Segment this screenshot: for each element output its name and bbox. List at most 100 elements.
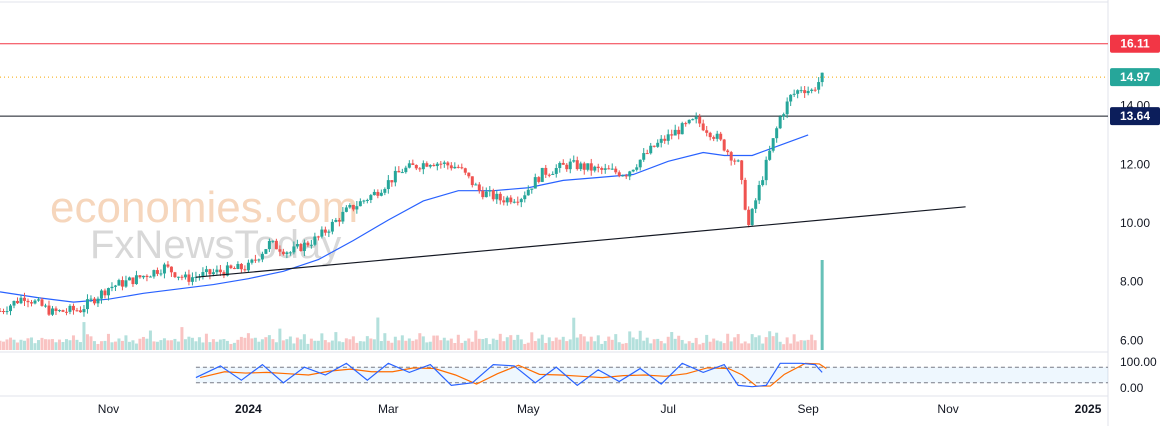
candle-body: [260, 253, 264, 260]
volume-bar: [691, 342, 695, 350]
candle-body: [792, 93, 796, 95]
volume-bar: [544, 342, 548, 350]
candle-body: [162, 264, 166, 274]
candle-body: [390, 180, 394, 183]
volume-bar: [166, 340, 170, 350]
candle-body: [621, 175, 625, 177]
candle-body: [236, 263, 240, 269]
candle-body: [684, 123, 688, 125]
volume-bar: [264, 337, 268, 350]
candle-body: [705, 130, 709, 133]
candle-body: [540, 167, 544, 182]
candle-body: [603, 168, 607, 170]
candle-body: [64, 311, 68, 313]
candle-body: [701, 123, 705, 131]
candle-body: [663, 138, 667, 141]
candle-body: [306, 242, 310, 246]
x-tick-label: Nov: [98, 402, 119, 416]
volume-bar: [533, 341, 537, 350]
volume-bar: [621, 343, 625, 350]
candle-body: [369, 195, 373, 200]
candle-body: [778, 116, 782, 129]
volume-bar: [442, 337, 446, 350]
candle-body: [442, 162, 446, 164]
candle-body: [264, 249, 268, 254]
volume-bar: [617, 342, 621, 350]
candle-body: [194, 276, 198, 278]
candle-body: [82, 309, 86, 313]
candle-body: [117, 280, 121, 286]
volume-bar: [624, 343, 628, 350]
candle-body: [281, 251, 285, 255]
volume-bar: [785, 337, 789, 350]
candle-body: [624, 175, 628, 177]
candle-body: [379, 192, 383, 196]
volume-bar: [428, 341, 432, 350]
candle-body: [351, 205, 355, 210]
candle-body: [50, 308, 54, 315]
candle-body: [173, 272, 177, 278]
candle-body: [376, 191, 380, 196]
candle-body: [176, 276, 180, 278]
candle-body: [561, 162, 565, 165]
volume-bar: [673, 338, 677, 350]
candle-body: [743, 179, 747, 210]
candle-body: [512, 201, 516, 203]
x-tick-label: Mar: [378, 402, 399, 416]
candle-body: [491, 190, 495, 200]
candle-body: [57, 310, 61, 312]
volume-bar: [124, 335, 128, 350]
candle-body: [131, 277, 135, 285]
candle-body: [547, 174, 551, 176]
volume-bar: [404, 340, 408, 350]
candle-body: [246, 262, 250, 271]
volume-bar: [22, 340, 26, 350]
candle-body: [386, 180, 390, 190]
candle-body: [0, 310, 2, 312]
candle-body: [180, 276, 184, 278]
volume-bar: [47, 339, 51, 350]
candle-body: [29, 302, 33, 304]
volume-bar: [575, 337, 579, 350]
candle-body: [323, 229, 327, 233]
volume-bar: [64, 339, 68, 350]
candle-body: [579, 163, 583, 170]
volume-bar: [768, 331, 772, 350]
volume-bar: [176, 341, 180, 350]
candle-body: [628, 171, 632, 177]
candle-body: [813, 89, 817, 91]
candle-body: [190, 277, 194, 282]
volume-bar: [134, 343, 138, 350]
candle-body: [456, 166, 460, 168]
volume-bar: [386, 340, 390, 350]
candle-body: [218, 269, 222, 273]
volume-bar: [432, 335, 436, 350]
volume-bar: [232, 342, 236, 350]
volume-bar: [421, 336, 425, 350]
volume-bar: [638, 330, 642, 350]
volume-bar: [36, 340, 40, 350]
candle-body: [418, 168, 422, 170]
volume-bar: [57, 339, 61, 350]
candle-body: [470, 176, 474, 186]
volume-bar: [589, 336, 593, 350]
volume-bar: [502, 341, 506, 350]
candle-body: [36, 299, 40, 301]
volume-bar: [19, 339, 23, 350]
volume-bar: [796, 341, 800, 350]
volume-bar: [180, 327, 184, 350]
candle-body: [677, 129, 681, 135]
volume-bar: [393, 336, 397, 350]
candle-body: [523, 195, 527, 200]
volume-bar: [579, 334, 583, 350]
volume-bar: [344, 338, 348, 350]
volume-bar: [190, 337, 194, 350]
candle-body: [75, 310, 79, 312]
volume-bar: [257, 341, 261, 350]
volume-bar: [722, 343, 726, 350]
candle-body: [215, 269, 219, 273]
candle-body: [775, 128, 779, 139]
candle-body: [138, 275, 142, 278]
volume-bar: [8, 337, 12, 350]
